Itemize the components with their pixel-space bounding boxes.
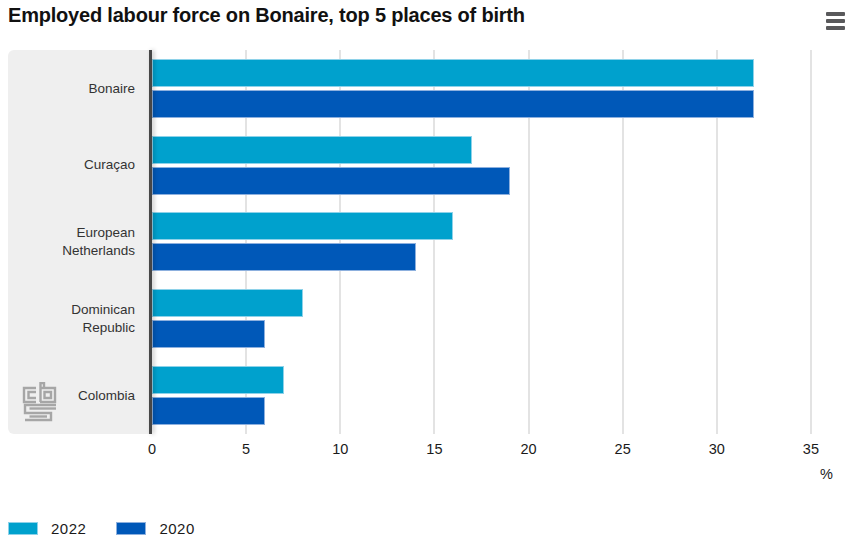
- bar-group-cura-ao: [152, 127, 858, 204]
- legend-label-2020: 2020: [159, 520, 194, 537]
- plot-area: [152, 50, 858, 434]
- legend-item-2020[interactable]: 2020: [116, 520, 194, 537]
- bar-2020-dominican-republic[interactable]: [152, 320, 265, 348]
- bar-group-bonaire: [152, 50, 858, 127]
- hamburger-bar: [826, 19, 845, 23]
- bar-group-dominican-republic: [152, 280, 858, 357]
- category-label-colombia: Colombia: [78, 387, 135, 405]
- x-tick-label-25: 25: [615, 441, 631, 457]
- category-label-bonaire: Bonaire: [88, 80, 135, 98]
- category-label-cura-ao: Curaçao: [84, 156, 135, 174]
- bar-2022-european-netherlands[interactable]: [152, 212, 453, 240]
- legend-swatch-2022: [8, 522, 38, 535]
- bar-2020-colombia[interactable]: [152, 397, 265, 425]
- bar-2020-european-netherlands[interactable]: [152, 243, 416, 271]
- x-tick-label-0: 0: [148, 441, 156, 457]
- bar-2020-bonaire[interactable]: [152, 90, 754, 118]
- category-row: Dominican Republic: [8, 280, 149, 357]
- cbs-logo: [22, 382, 58, 422]
- bar-2022-colombia[interactable]: [152, 366, 284, 394]
- hamburger-bar: [826, 26, 845, 30]
- bar-2022-bonaire[interactable]: [152, 59, 754, 87]
- hamburger-bar: [826, 12, 845, 16]
- category-label-dominican-republic: Dominican Republic: [25, 301, 135, 336]
- x-tick-label-5: 5: [242, 441, 250, 457]
- x-tick-label-15: 15: [426, 441, 442, 457]
- x-tick-label-10: 10: [332, 441, 348, 457]
- category-label-european-netherlands: European Netherlands: [25, 224, 135, 259]
- legend-item-2022[interactable]: 2022: [8, 520, 86, 537]
- y-axis-line: [149, 50, 152, 434]
- bar-2020-cura-ao[interactable]: [152, 167, 510, 195]
- bar-2022-dominican-republic[interactable]: [152, 289, 303, 317]
- chart-widget: Employed labour force on Bonaire, top 5 …: [0, 0, 863, 545]
- x-axis: 05101520253035: [152, 441, 858, 459]
- legend: 2022 2020: [8, 520, 195, 537]
- hamburger-menu-icon[interactable]: [826, 12, 846, 32]
- category-row: European Netherlands: [8, 204, 149, 281]
- x-tick-label-30: 30: [709, 441, 725, 457]
- bar-group-colombia: [152, 357, 858, 434]
- category-row: Curaçao: [8, 127, 149, 204]
- category-label-panel: Bonaire Curaçao European Netherlands Domini…: [8, 50, 149, 434]
- legend-label-2022: 2022: [51, 520, 86, 537]
- chart-title: Employed labour force on Bonaire, top 5 …: [8, 4, 525, 27]
- bar-group-european-netherlands: [152, 204, 858, 281]
- legend-swatch-2020: [116, 522, 146, 535]
- x-tick-label-35: 35: [803, 441, 819, 457]
- bar-2022-cura-ao[interactable]: [152, 136, 472, 164]
- x-axis-unit-label: %: [820, 466, 833, 482]
- x-tick-label-20: 20: [520, 441, 536, 457]
- category-row: Bonaire: [8, 50, 149, 127]
